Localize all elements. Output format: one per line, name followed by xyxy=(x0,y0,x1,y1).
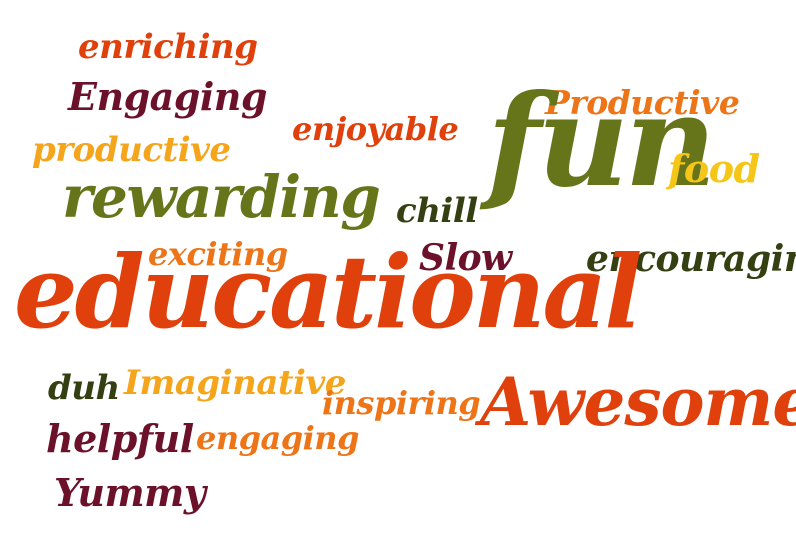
word-food: food xyxy=(668,146,760,191)
word-engaging-capitalized: Engaging xyxy=(68,74,268,119)
word-yummy: Yummy xyxy=(54,470,206,515)
word-enjoyable: enjoyable xyxy=(292,110,459,148)
word-exciting: exciting xyxy=(148,235,288,273)
word-educational: educational xyxy=(14,233,642,351)
word-rewarding: rewarding xyxy=(62,163,381,231)
word-awesome: Awesome xyxy=(480,363,796,441)
word-enriching: enriching xyxy=(78,27,258,67)
word-chill: chill xyxy=(396,191,478,231)
word-helpful: helpful xyxy=(46,416,194,461)
word-encouraging: encouraging xyxy=(586,238,796,280)
word-fun: fun xyxy=(487,67,716,215)
word-engaging-lowercase: engaging xyxy=(196,419,359,457)
word-productive-capitalized: Productive xyxy=(545,83,740,122)
word-slow: Slow xyxy=(419,237,512,279)
word-imaginative: Imaginative xyxy=(124,363,346,403)
word-duh: duh xyxy=(48,368,120,408)
word-productive-lowercase: productive xyxy=(32,130,231,170)
word-inspiring: inspiring xyxy=(322,384,481,422)
